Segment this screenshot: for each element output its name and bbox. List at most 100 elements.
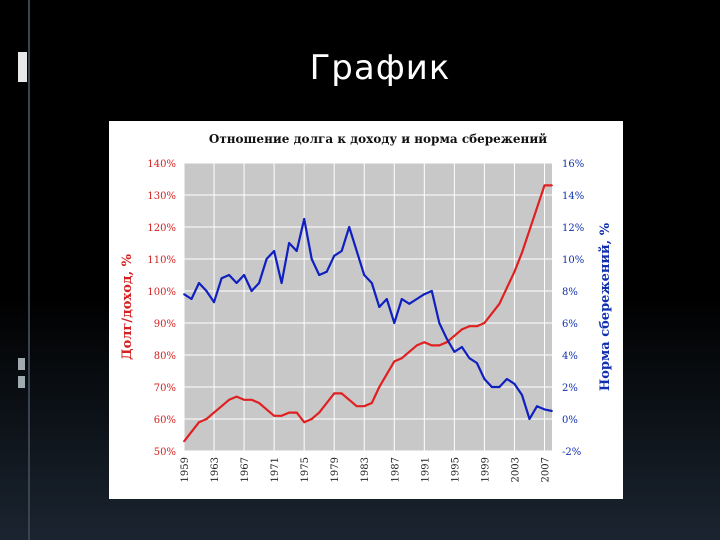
savings-rate-point: [385, 298, 388, 300]
savings-rate-point: [551, 410, 553, 412]
savings-rate-point: [243, 274, 245, 276]
debt-income-point: [205, 418, 208, 420]
savings-rate-point: [258, 282, 261, 284]
y-right-tick-label: 12%: [562, 223, 584, 234]
debt-income-point: [536, 206, 538, 209]
y-left-tick-label: 50%: [154, 447, 176, 458]
x-tick-label: 1999: [480, 457, 491, 482]
debt-income-point: [415, 344, 418, 347]
savings-rate-point: [325, 270, 328, 273]
debt-income-point: [363, 405, 366, 408]
debt-income-point: [333, 392, 336, 395]
savings-rate-point: [528, 418, 531, 420]
savings-rate-point: [475, 362, 478, 364]
y-right-axis-label: Норма сбережений, %: [598, 222, 613, 391]
debt-income-point: [528, 229, 531, 232]
savings-rate-point: [491, 386, 493, 388]
y-left-tick-label: 100%: [147, 287, 176, 298]
x-tick-label: 1971: [270, 457, 281, 482]
savings-rate-point: [423, 293, 426, 296]
debt-income-point: [506, 286, 508, 289]
savings-rate-point: [460, 346, 463, 348]
savings-rate-point: [213, 301, 215, 304]
savings-rate-point: [348, 226, 351, 228]
y-right-tick-label: 10%: [562, 255, 584, 266]
savings-rate-point: [483, 378, 486, 380]
debt-income-point: [318, 411, 321, 414]
debt-income-point: [190, 430, 193, 433]
debt-income-line: [183, 184, 552, 443]
debt-income-point: [198, 421, 200, 424]
savings-rate-point: [303, 218, 306, 220]
savings-rate-point: [378, 306, 381, 308]
debt-income-point: [430, 344, 433, 347]
savings-rate-point: [370, 282, 373, 284]
y-right-tick-label: 8%: [562, 287, 578, 298]
debt-income-point: [220, 405, 223, 408]
savings-rate-point: [190, 298, 193, 300]
debt-income-point: [325, 402, 328, 404]
x-tick-label: 1975: [300, 457, 311, 482]
debt-income-point: [235, 395, 238, 398]
x-tick-label: 1959: [180, 457, 191, 482]
x-tick-label: 1967: [240, 457, 251, 482]
savings-rate-point: [468, 357, 471, 360]
savings-rate-point: [265, 258, 268, 260]
debt-income-point: [423, 341, 426, 344]
debt-income-point: [288, 411, 291, 414]
debt-income-point: [370, 402, 373, 404]
debt-income-point: [393, 360, 396, 363]
debt-income-point: [295, 411, 298, 414]
savings-rate-point: [536, 405, 538, 408]
debt-income-point: [468, 325, 471, 328]
debt-income-point: [385, 373, 388, 376]
x-tick-label: 1991: [420, 457, 431, 482]
savings-rate-point: [205, 290, 208, 292]
decorative-square: [18, 358, 25, 370]
debt-income-point: [250, 398, 253, 401]
savings-rate-point: [408, 302, 411, 305]
savings-rate-point: [521, 394, 523, 396]
savings-rate-point: [498, 386, 501, 388]
chart-title: Отношение долга к доходу и норма сбереже…: [209, 132, 547, 146]
x-tick-label: 2007: [540, 457, 551, 482]
savings-rate-point: [250, 290, 253, 292]
savings-rate-point: [453, 350, 456, 353]
x-tick-label: 2003: [510, 457, 521, 482]
savings-rate-point: [228, 274, 230, 276]
debt-income-point: [453, 334, 456, 337]
savings-rate-point: [393, 322, 396, 324]
savings-rate-point: [198, 282, 200, 284]
y-left-tick-label: 90%: [154, 319, 176, 330]
debt-income-point: [265, 408, 268, 411]
savings-rate-point: [310, 258, 313, 260]
y-right-tick-label: 0%: [562, 415, 578, 426]
y-right-tick-label: 16%: [562, 159, 584, 170]
x-tick-label: 1987: [390, 457, 401, 482]
y-right-tick-label: 4%: [562, 351, 578, 362]
debt-income-point: [498, 302, 501, 305]
debt-income-point: [521, 251, 523, 254]
debt-income-point: [483, 322, 486, 324]
savings-rate-point: [220, 277, 223, 280]
plot-area: [184, 163, 552, 451]
savings-rate-point: [355, 250, 358, 252]
debt-income-point: [551, 184, 553, 187]
debt-income-point: [228, 398, 230, 401]
savings-rate-point: [183, 293, 185, 296]
x-tick-label: 1983: [360, 457, 371, 482]
debt-income-point: [310, 418, 313, 420]
debt-income-point: [273, 414, 276, 417]
savings-rate-point: [340, 250, 343, 252]
debt-income-point: [513, 270, 516, 273]
debt-income-point: [378, 386, 381, 388]
y-left-tick-label: 60%: [154, 415, 176, 426]
debt-income-point: [408, 350, 411, 353]
savings-rate-point: [235, 282, 238, 284]
x-tick-label: 1995: [450, 457, 461, 482]
savings-rate-point: [445, 338, 448, 340]
x-tick-label: 1979: [330, 457, 341, 482]
debt-income-point: [475, 325, 478, 328]
debt-income-point: [460, 328, 463, 331]
x-tick-label: 1963: [210, 457, 221, 482]
